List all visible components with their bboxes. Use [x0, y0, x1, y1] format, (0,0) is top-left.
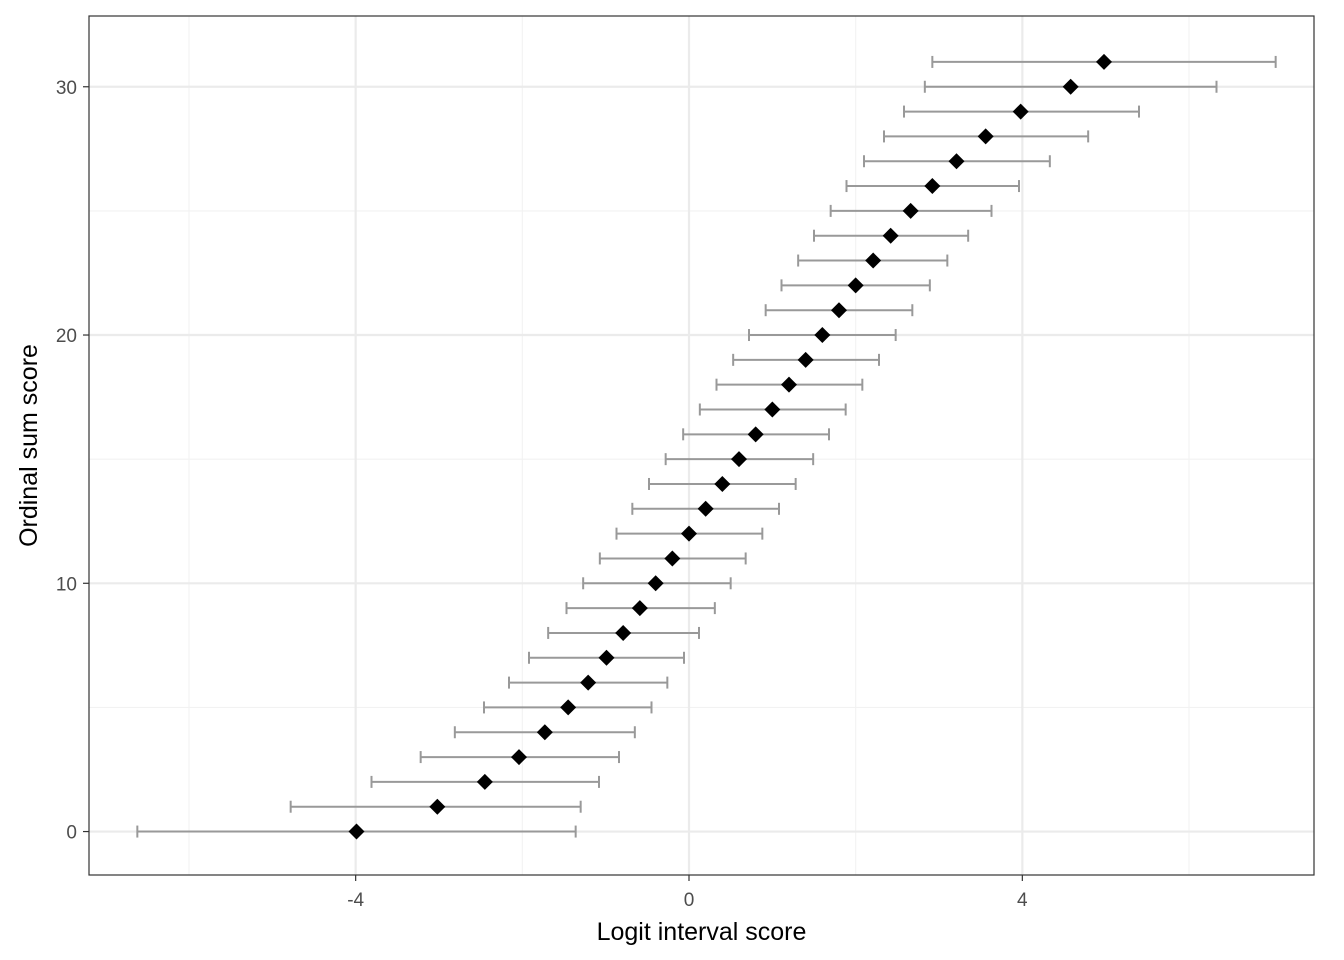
data-point	[476, 773, 493, 790]
data-point	[1062, 78, 1079, 95]
data-point	[714, 475, 731, 492]
panel-border	[88, 15, 1315, 876]
data-point	[847, 277, 864, 294]
data-point	[865, 252, 882, 269]
y-axis-title: Ordinal sum score	[15, 344, 43, 547]
y-tick-label: 0	[66, 823, 77, 844]
data-point	[536, 724, 553, 741]
data-point	[831, 302, 847, 319]
data-point	[598, 649, 615, 666]
y-tick-label: 30	[56, 78, 77, 99]
y-tick-label: 20	[56, 326, 77, 347]
data-point	[664, 550, 681, 567]
data-point	[882, 227, 899, 244]
data-point	[697, 500, 714, 517]
data-point	[731, 451, 747, 468]
data-point	[781, 376, 797, 393]
data-point	[948, 153, 965, 170]
point-layer	[348, 53, 1112, 840]
data-point	[902, 202, 919, 219]
tick-layer: -4 0 4 0 10 20 30	[56, 78, 1028, 911]
data-point	[764, 401, 781, 418]
data-point	[511, 749, 527, 766]
x-axis-title: Logit interval score	[597, 918, 807, 946]
data-point	[1012, 103, 1029, 120]
data-point	[615, 624, 632, 641]
data-point	[924, 178, 941, 195]
data-point	[429, 798, 446, 815]
data-point	[560, 699, 577, 716]
data-point	[747, 426, 764, 443]
data-point	[977, 128, 994, 145]
data-point	[631, 600, 648, 617]
data-point	[348, 823, 365, 840]
x-tick-label: 0	[684, 890, 695, 911]
x-tick-label: 4	[1017, 890, 1028, 911]
data-point	[647, 575, 664, 592]
data-point	[1096, 53, 1112, 70]
data-point	[797, 351, 814, 368]
y-tick-label: 10	[56, 574, 77, 595]
data-point	[814, 327, 831, 344]
data-point	[681, 525, 697, 542]
x-tick-label: -4	[347, 890, 364, 911]
data-point	[580, 674, 597, 691]
